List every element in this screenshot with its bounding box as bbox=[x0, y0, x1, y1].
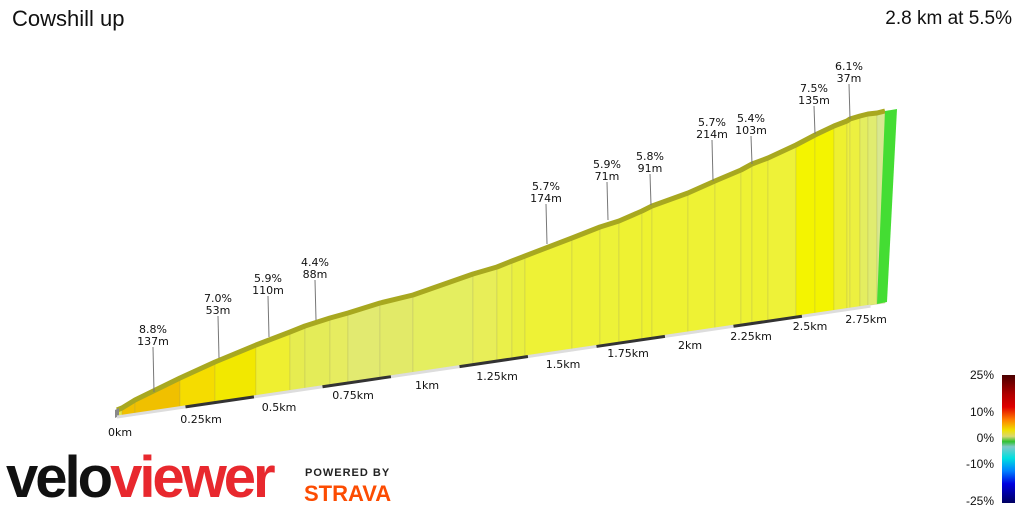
gradient-slice bbox=[651, 192, 689, 338]
annotation-leader bbox=[152, 346, 155, 393]
legend-label: -25% bbox=[965, 494, 994, 508]
gradient-slice bbox=[687, 180, 716, 333]
segment-length-label: 53m bbox=[206, 304, 231, 317]
x-tick-label: 0.25km bbox=[180, 413, 222, 426]
legend-label: 0% bbox=[976, 431, 994, 445]
legend-label: 10% bbox=[969, 405, 994, 419]
x-tick-label: 1.75km bbox=[607, 347, 649, 360]
annotation-leader bbox=[813, 105, 816, 135]
gradient-slice bbox=[795, 134, 816, 317]
distance-axis-band bbox=[459, 355, 529, 369]
segment-length-label: 103m bbox=[735, 124, 767, 137]
annotation-leader bbox=[267, 295, 270, 338]
legend-label: -10% bbox=[965, 457, 994, 471]
annotation-leader bbox=[750, 135, 753, 165]
segment-length-label: 110m bbox=[252, 284, 284, 297]
page-title: Cowshill up bbox=[12, 6, 125, 31]
climb-summary: 2.8 km at 5.5% bbox=[885, 8, 1012, 29]
annotation-leader bbox=[606, 181, 609, 221]
gradient-slice bbox=[867, 112, 878, 306]
x-tick-label: 0.5km bbox=[262, 401, 297, 414]
gradient-slice bbox=[714, 169, 742, 329]
strava-logo[interactable]: STRAVA bbox=[304, 481, 392, 506]
annotation-leader bbox=[711, 139, 714, 182]
x-tick-label: 1.25km bbox=[476, 370, 518, 383]
annotation-leader bbox=[545, 203, 548, 245]
segment-gradient-label: 4.4% bbox=[301, 256, 329, 269]
annotation-leader bbox=[314, 279, 317, 321]
powered-by-label: POWERED BY bbox=[305, 467, 391, 479]
gradient-slice bbox=[347, 302, 381, 383]
segment-gradient-label: 7.0% bbox=[204, 292, 232, 305]
segment-length-label: 174m bbox=[530, 192, 562, 205]
gradient-slice bbox=[846, 118, 851, 309]
distance-axis-band bbox=[253, 385, 323, 399]
segment-gradient-label: 6.1% bbox=[835, 60, 863, 73]
gradient-slice bbox=[859, 113, 869, 308]
segment-gradient-label: 7.5% bbox=[800, 82, 828, 95]
segment-length-label: 71m bbox=[595, 170, 620, 183]
gradient-color-scale bbox=[1002, 375, 1015, 503]
gradient-slice bbox=[740, 163, 753, 325]
segment-length-label: 214m bbox=[696, 128, 728, 141]
x-tick-label: 2.75km bbox=[845, 313, 887, 326]
x-tick-label: 1km bbox=[415, 379, 439, 392]
gradient-slice bbox=[511, 255, 526, 359]
segment-gradient-label: 5.4% bbox=[737, 112, 765, 125]
segment-length-label: 37m bbox=[837, 72, 862, 85]
segment-gradient-label: 8.8% bbox=[139, 323, 167, 336]
annotation-leader bbox=[649, 173, 652, 206]
x-tick-label: 0.75km bbox=[332, 389, 374, 402]
end-cap bbox=[877, 109, 897, 304]
x-tick-label: 1.5km bbox=[546, 358, 581, 371]
annotation-leader bbox=[217, 315, 220, 359]
segment-length-label: 88m bbox=[303, 268, 328, 281]
gradient-slice bbox=[767, 144, 797, 321]
x-tick-label: 2.5km bbox=[793, 320, 828, 333]
x-tick-label: 2.25km bbox=[730, 330, 772, 343]
x-tick-label: 2km bbox=[678, 339, 702, 352]
distance-axis-band bbox=[801, 304, 871, 318]
gradient-slice bbox=[641, 205, 653, 340]
segment-length-label: 91m bbox=[638, 162, 663, 175]
segment-length-label: 137m bbox=[137, 335, 169, 348]
gradient-slice bbox=[849, 115, 861, 309]
segment-gradient-label: 5.8% bbox=[636, 150, 664, 163]
profile-ridge bbox=[116, 108, 886, 413]
distance-axis-band bbox=[733, 314, 803, 328]
annotation-leader bbox=[848, 83, 851, 120]
gradient-slice bbox=[289, 325, 306, 391]
distance-axis-band bbox=[322, 375, 392, 389]
distance-axis-band bbox=[664, 324, 734, 338]
legend-label: 25% bbox=[969, 368, 994, 382]
distance-axis-band bbox=[527, 344, 597, 359]
segment-gradient-label: 5.9% bbox=[593, 158, 621, 171]
distance-axis-band bbox=[390, 365, 460, 379]
x-tick-label: 0km bbox=[108, 426, 132, 439]
gradient-slice bbox=[618, 210, 643, 343]
gradient-slice bbox=[304, 317, 331, 389]
veloviewer-logo[interactable]: veloviewer bbox=[6, 445, 276, 510]
gradient-slice bbox=[599, 220, 620, 346]
segment-gradient-label: 5.9% bbox=[254, 272, 282, 285]
gradient-slice bbox=[571, 226, 601, 350]
distance-axis-band bbox=[596, 334, 666, 348]
distance-axis-band bbox=[116, 405, 186, 419]
gradient-slice bbox=[833, 120, 848, 311]
segment-gradient-label: 5.7% bbox=[532, 180, 560, 193]
gradient-slice bbox=[496, 260, 513, 361]
gradient-slice bbox=[379, 294, 414, 378]
gradient-slice bbox=[329, 312, 349, 386]
gradient-slice bbox=[412, 273, 474, 373]
gradient-slice bbox=[751, 157, 769, 323]
segment-gradient-label: 5.7% bbox=[698, 116, 726, 129]
segment-length-label: 135m bbox=[798, 94, 830, 107]
distance-axis-band bbox=[185, 395, 255, 409]
gradient-slice bbox=[472, 266, 498, 364]
gradient-slice bbox=[814, 125, 835, 314]
